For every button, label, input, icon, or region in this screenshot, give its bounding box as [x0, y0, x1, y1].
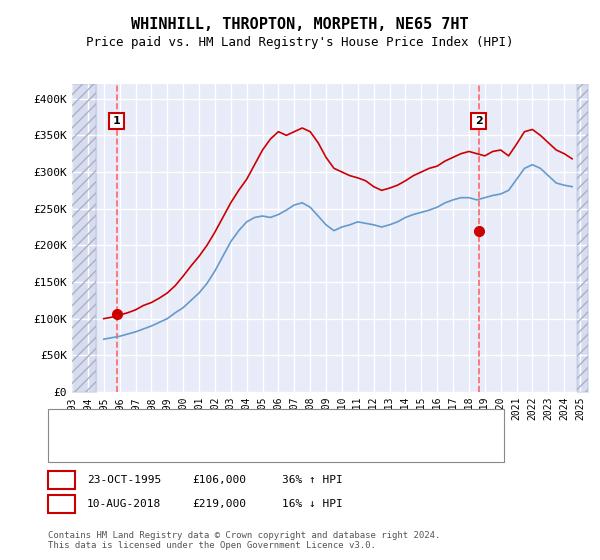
- Text: 23-OCT-1995: 23-OCT-1995: [87, 475, 161, 485]
- Text: £219,000: £219,000: [192, 499, 246, 509]
- Text: ————: ————: [57, 419, 84, 429]
- Text: 10-AUG-2018: 10-AUG-2018: [87, 499, 161, 509]
- Text: Contains HM Land Registry data © Crown copyright and database right 2024.
This d: Contains HM Land Registry data © Crown c…: [48, 530, 440, 550]
- Text: WHINHILL, THROPTON, MORPETH, NE65 7HT: WHINHILL, THROPTON, MORPETH, NE65 7HT: [131, 17, 469, 32]
- Text: ————: ————: [57, 442, 84, 452]
- Text: HPI: Average price, detached house, Northumberland: HPI: Average price, detached house, Nort…: [90, 442, 403, 452]
- Text: 1: 1: [58, 475, 65, 485]
- Text: 1: 1: [113, 116, 121, 126]
- Text: 16% ↓ HPI: 16% ↓ HPI: [282, 499, 343, 509]
- Text: 2: 2: [475, 116, 482, 126]
- Text: 36% ↑ HPI: 36% ↑ HPI: [282, 475, 343, 485]
- Text: Price paid vs. HM Land Registry's House Price Index (HPI): Price paid vs. HM Land Registry's House …: [86, 36, 514, 49]
- Text: WHINHILL, THROPTON, MORPETH, NE65 7HT (detached house): WHINHILL, THROPTON, MORPETH, NE65 7HT (d…: [90, 419, 427, 429]
- Text: 2: 2: [58, 499, 65, 509]
- Text: £106,000: £106,000: [192, 475, 246, 485]
